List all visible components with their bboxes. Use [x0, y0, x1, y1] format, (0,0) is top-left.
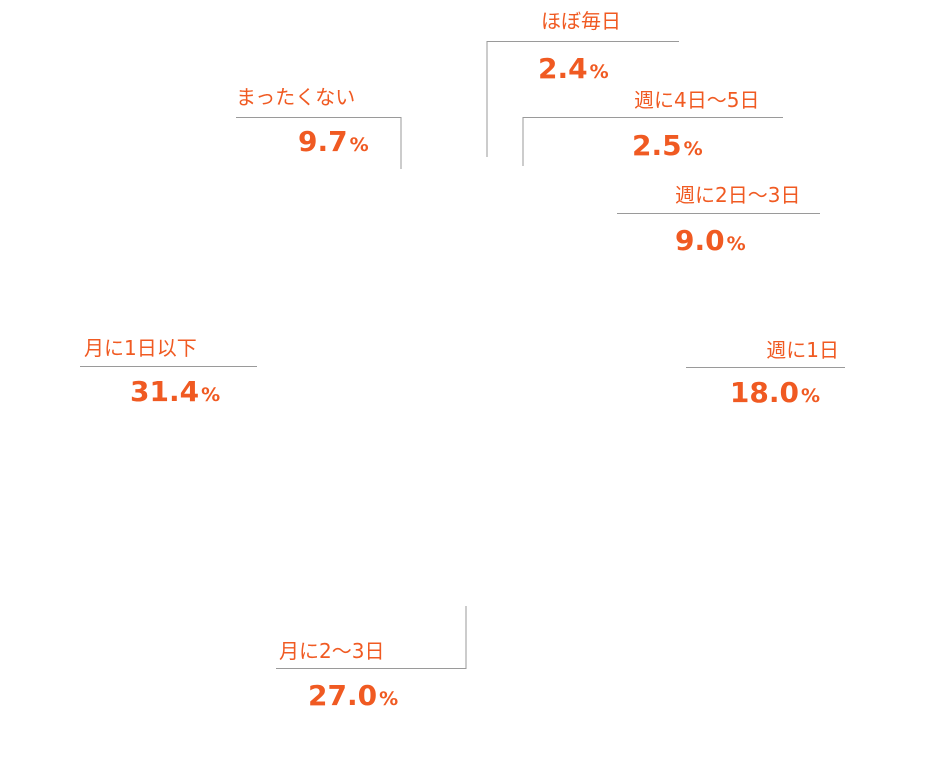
- slice-label-group: まったくない 9.7%: [236, 85, 402, 169]
- slice-label: 週に4日〜5日: [634, 88, 759, 112]
- slice-value-number: 18.0: [730, 376, 799, 409]
- slice-label-group: 月に1日以下 31.4%: [80, 336, 257, 408]
- leader-line: [276, 606, 467, 669]
- slice-value-label: 18.0%: [730, 376, 820, 409]
- slice-value-label: 9.0%: [675, 224, 746, 257]
- slice-label-group: ほぼ毎日 2.4%: [486, 9, 679, 157]
- slice-label: 月に2〜3日: [279, 639, 384, 663]
- slice-label: 週に1日: [766, 338, 839, 362]
- percent-sign: %: [350, 134, 369, 156]
- slice-label: まったくない: [236, 85, 355, 109]
- slice-value-number: 9.7: [298, 125, 348, 158]
- percent-sign: %: [590, 61, 609, 83]
- percent-sign: %: [379, 688, 398, 710]
- slice-label: 月に1日以下: [84, 336, 197, 360]
- slice-value-number: 27.0: [308, 679, 377, 712]
- percent-sign: %: [727, 233, 746, 255]
- slice-label-group: 週に2日〜3日 9.0%: [617, 183, 820, 257]
- slice-value-number: 2.4: [538, 52, 588, 85]
- slice-label: ほぼ毎日: [541, 9, 621, 33]
- slice-value-label: 2.4%: [538, 52, 609, 85]
- slice-label-group: 週に4日〜5日 2.5%: [522, 88, 783, 166]
- slice-label-group: 週に1日 18.0%: [686, 338, 845, 409]
- slice-value-number: 2.5: [632, 129, 682, 162]
- percent-sign: %: [801, 385, 820, 407]
- leader-line: [486, 41, 679, 157]
- slice-value-label: 9.7%: [298, 125, 369, 158]
- slice-value-number: 9.0: [675, 224, 725, 257]
- slice-label-group: 月に2〜3日 27.0%: [276, 606, 467, 712]
- slice-value-number: 31.4: [130, 375, 199, 408]
- slice-value-label: 31.4%: [130, 375, 220, 408]
- leader-line: [522, 117, 783, 166]
- leader-line: [236, 117, 402, 169]
- percent-sign: %: [684, 138, 703, 160]
- percent-sign: %: [201, 384, 220, 406]
- slice-value-label: 27.0%: [308, 679, 398, 712]
- slice-value-label: 2.5%: [632, 129, 703, 162]
- slice-label: 週に2日〜3日: [675, 183, 800, 207]
